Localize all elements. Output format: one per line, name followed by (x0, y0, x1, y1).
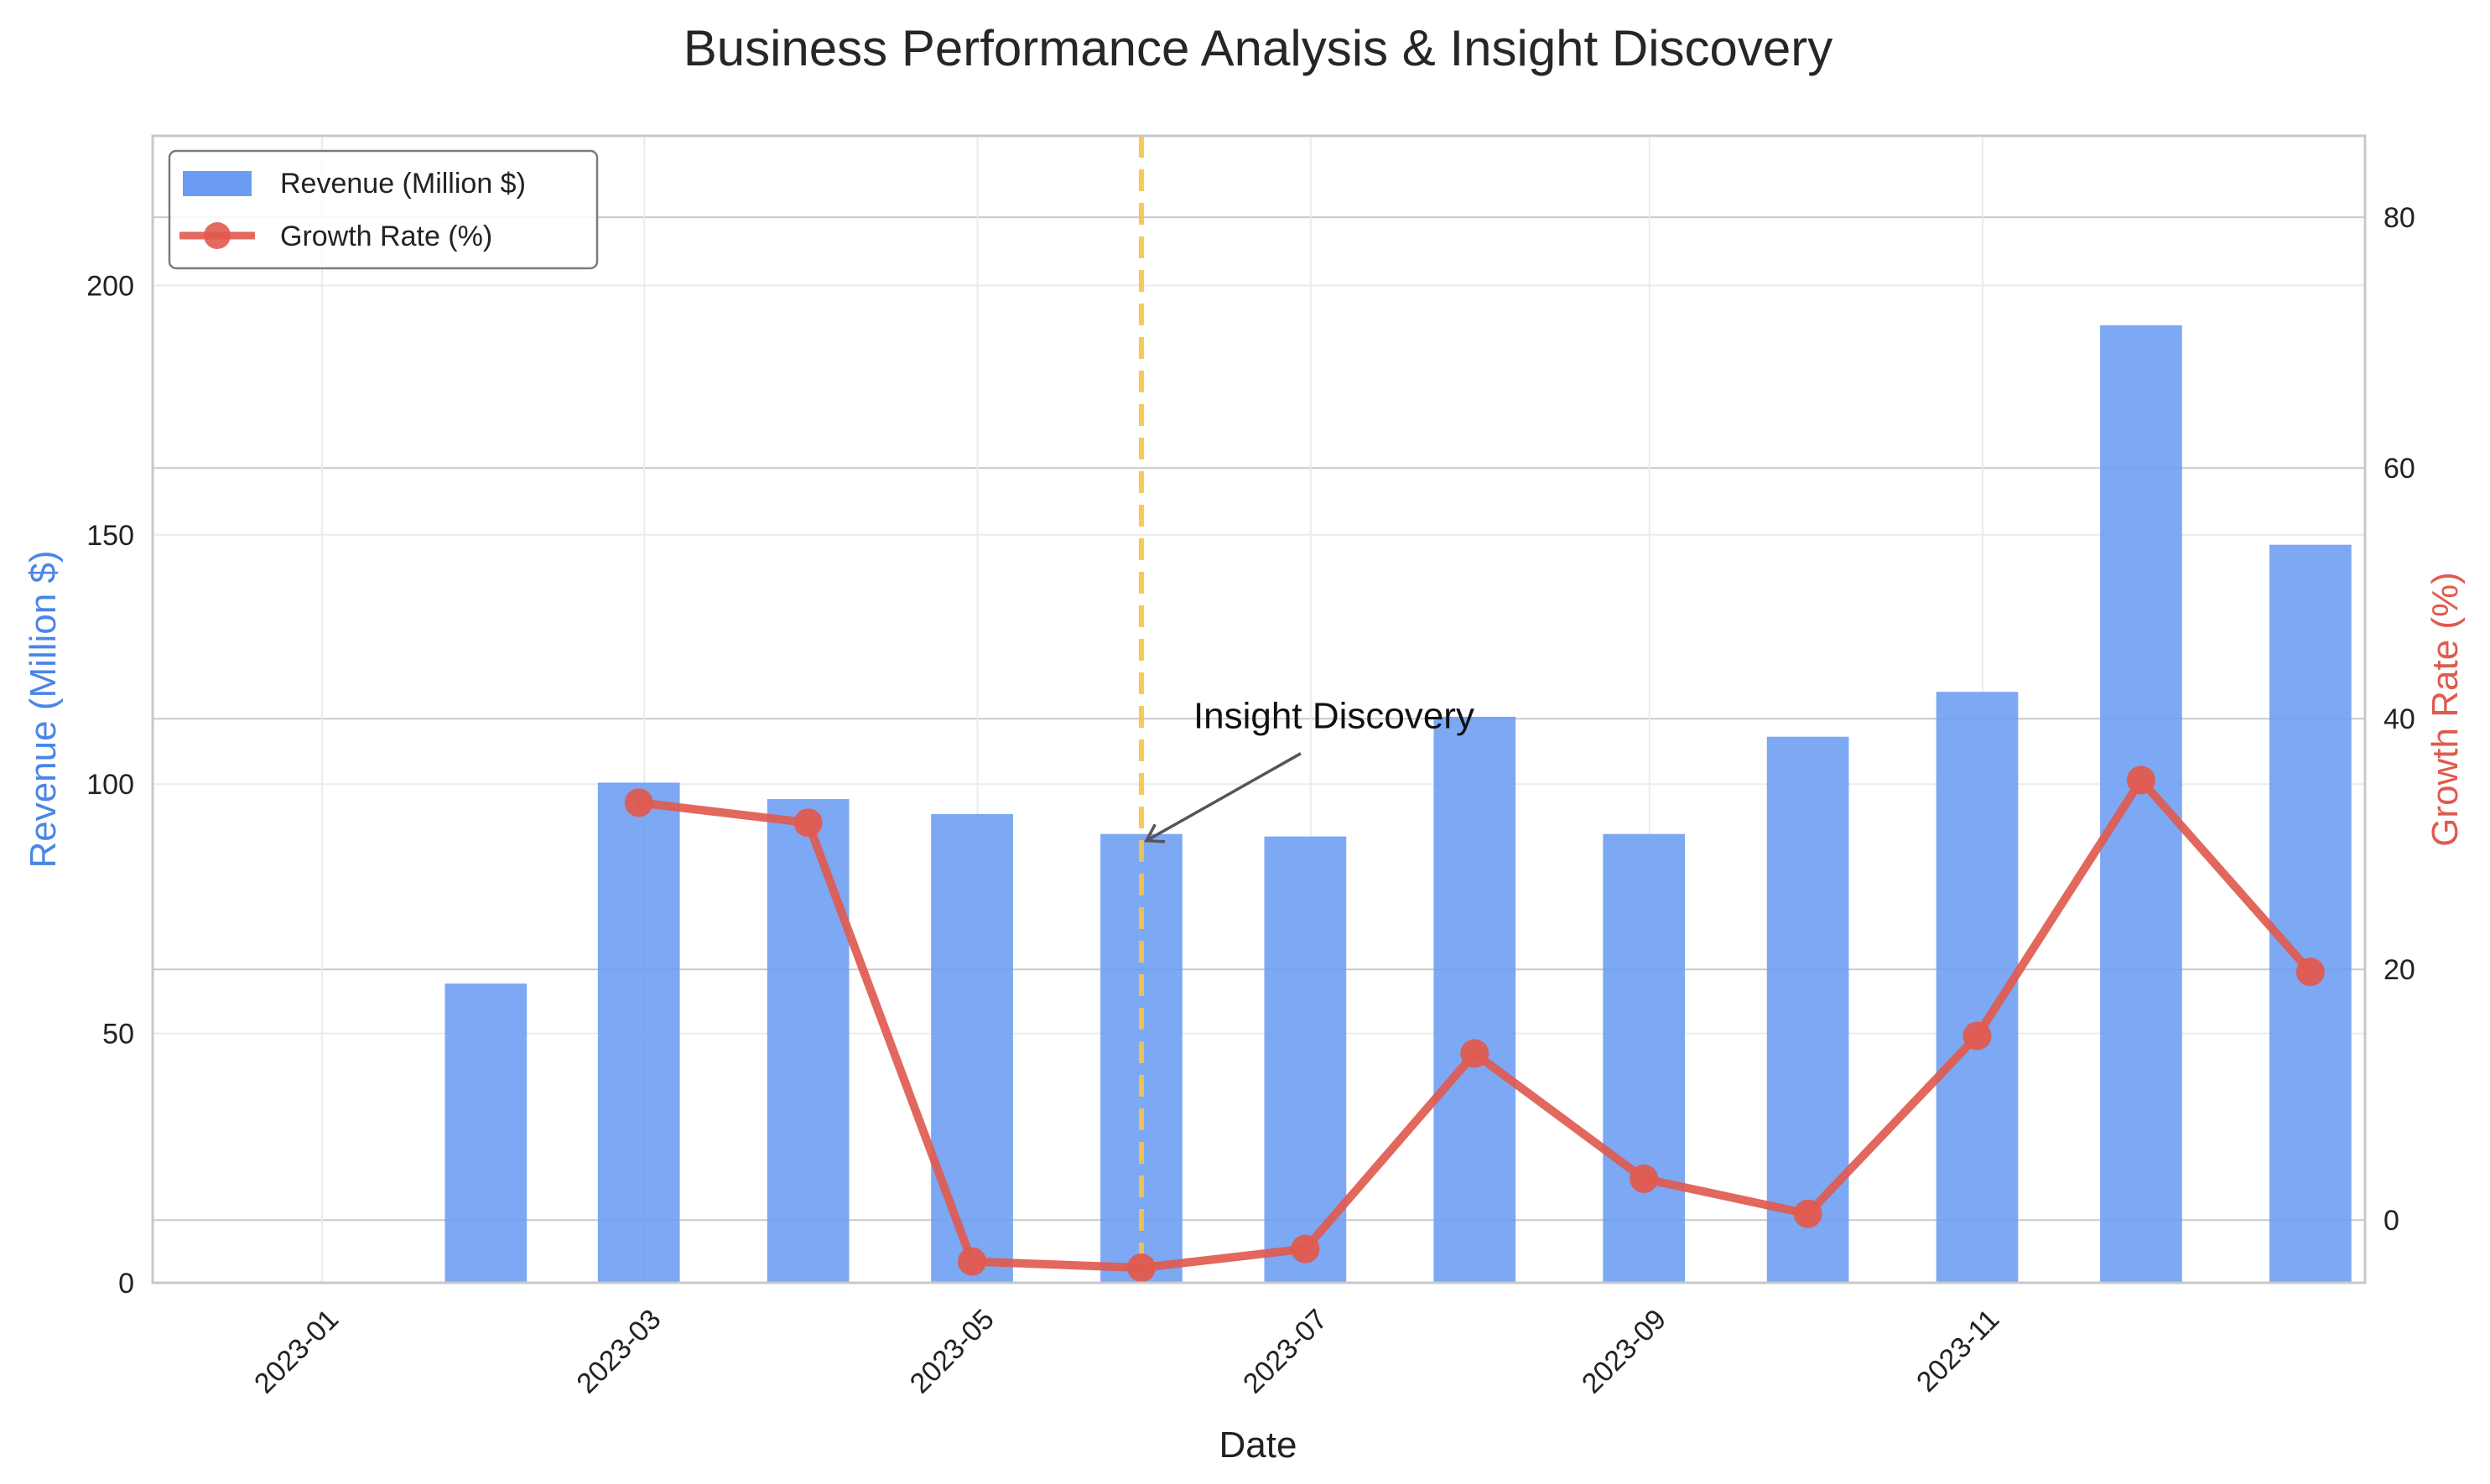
legend-growth-label: Growth Rate (%) (280, 221, 492, 252)
y-tick-label: 0 (118, 1268, 134, 1300)
legend-growth-marker (204, 222, 231, 249)
x-tick-label: 2023-01 (248, 1303, 345, 1399)
growth-rate-point (1291, 1234, 1320, 1263)
annotation-arrowhead (1144, 823, 1166, 843)
revenue-bar (2269, 544, 2352, 1283)
revenue-bar (931, 813, 1013, 1283)
annotation: Insight Discovery (1144, 696, 1474, 843)
x-tick-label: 2023-03 (570, 1303, 667, 1399)
growth-rate-point (2295, 957, 2325, 987)
growth-rate-point (1630, 1164, 1659, 1193)
annotation-text: Insight Discovery (1193, 696, 1474, 737)
growth-rate-point (2126, 765, 2155, 795)
y-tick-label: 50 (102, 1019, 134, 1051)
y-tick-label: 150 (86, 520, 134, 552)
y2-tick-label: 20 (2383, 954, 2415, 986)
y2-tick-label: 60 (2383, 453, 2415, 485)
x-tick-label: 2023-11 (1910, 1303, 2005, 1398)
legend: Revenue (Million $) Growth Rate (%) (168, 149, 599, 270)
y2-tick-label: 40 (2383, 703, 2415, 735)
y-tick-label: 200 (86, 270, 134, 302)
revenue-bar (767, 799, 850, 1283)
revenue-bar (1264, 836, 1347, 1283)
revenue-bar (1433, 716, 1516, 1283)
growth-rate-point (624, 788, 653, 817)
growth-rate-point (1460, 1039, 1489, 1068)
legend-box (168, 149, 599, 270)
y2-tick-label: 80 (2383, 202, 2415, 234)
growth-rate-point (1126, 1253, 1156, 1283)
y-tick-label: 100 (86, 769, 134, 801)
annotation-arrow (1146, 752, 1302, 843)
revenue-bar (444, 983, 528, 1283)
y-axis-label: Revenue (Million $) (23, 550, 64, 868)
revenue-bar (1766, 736, 1849, 1283)
revenue-bars (444, 325, 2352, 1284)
revenue-bar (1603, 833, 1686, 1283)
legend-revenue-label: Revenue (Million $) (280, 168, 526, 200)
y2-axis-label: Growth Rate (%) (2425, 572, 2466, 847)
x-tick-label: 2023-05 (904, 1303, 1001, 1399)
growth-line (624, 765, 2325, 1283)
y2-tick-label: 0 (2383, 1205, 2399, 1237)
x-tick-label: 2023-07 (1237, 1303, 1333, 1399)
chart-title: Business Performance Analysis & Insight … (684, 20, 1833, 76)
revenue-bar (597, 782, 680, 1283)
x-axis-label: Date (1219, 1424, 1297, 1466)
growth-rate-point (1793, 1199, 1822, 1228)
legend-revenue-swatch (183, 171, 252, 196)
growth-rate-point (1962, 1021, 1992, 1051)
revenue-bar (2100, 325, 2182, 1284)
growth-rate-point (793, 808, 823, 838)
x-tick-label: 2023-09 (1576, 1303, 1672, 1399)
plot-frame (151, 134, 2367, 1284)
growth-rate-point (958, 1247, 987, 1276)
